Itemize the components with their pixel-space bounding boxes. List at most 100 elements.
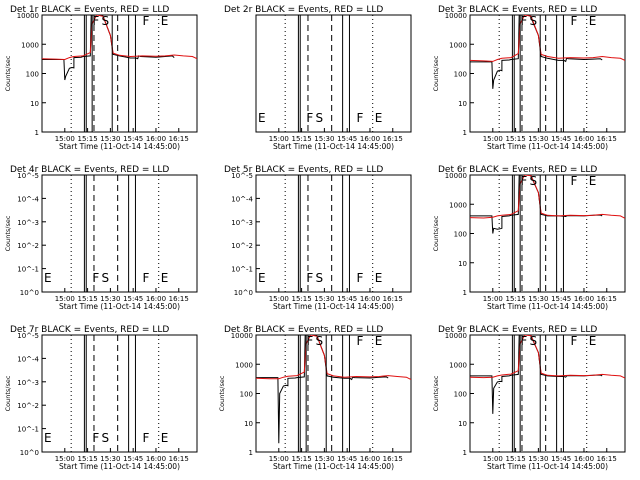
- x-tick-label: 15:00: [55, 135, 75, 143]
- event-marker-label: E: [161, 271, 169, 285]
- plot-frame: [469, 14, 626, 133]
- x-tick-label: 15:30: [100, 135, 120, 143]
- panel-title: Det 4r BLACK = Events, RED = LLD: [10, 165, 169, 175]
- event-marker-label: F: [92, 14, 99, 28]
- panel-det-8r: [255, 334, 412, 453]
- panel-det-6r: [469, 174, 626, 293]
- x-axis-label: Start Time (11-Oct-14 14:45:00): [59, 462, 180, 471]
- event-marker-label: S: [101, 271, 109, 285]
- y-tick-label: 1000: [449, 41, 467, 49]
- event-marker-label: F: [306, 111, 313, 125]
- y-axis-label: Counts/sec: [432, 375, 440, 411]
- event-marker-label: S: [529, 334, 537, 348]
- event-marker-label: S: [315, 111, 323, 125]
- panel-title: Det 1r BLACK = Events, RED = LLD: [10, 5, 169, 15]
- x-tick-label: 16:00: [146, 455, 166, 463]
- x-tick-label: 16:00: [146, 295, 166, 303]
- y-tick-label: 100: [240, 391, 253, 399]
- x-tick-label: 16:15: [383, 295, 403, 303]
- events-series-line: [256, 335, 389, 444]
- x-tick-label: 15:15: [77, 295, 97, 303]
- x-tick-label: 15:15: [291, 135, 311, 143]
- x-axis-label: Start Time (11-Oct-14 14:45:00): [59, 142, 180, 151]
- x-tick-label: 16:00: [574, 295, 594, 303]
- x-tick-label: 15:45: [551, 295, 571, 303]
- events-series-line: [470, 15, 603, 89]
- event-marker-label: F: [142, 14, 149, 28]
- event-marker-label: S: [101, 431, 109, 445]
- x-tick-label: 15:15: [77, 135, 97, 143]
- x-tick-label: 15:45: [123, 455, 143, 463]
- x-tick-label: 15:15: [77, 455, 97, 463]
- x-tick-label: 15:45: [123, 135, 143, 143]
- y-tick-label: 10^-4: [231, 195, 253, 203]
- panel-title: Det 2r BLACK = Events, RED = LLD: [224, 5, 383, 15]
- x-tick-label: 15:00: [483, 455, 503, 463]
- event-marker-label: S: [101, 14, 109, 28]
- x-tick-label: 15:30: [314, 455, 334, 463]
- event-marker-label: F: [306, 334, 313, 348]
- x-tick-label: 15:00: [269, 295, 289, 303]
- x-tick-label: 15:00: [55, 295, 75, 303]
- x-tick-label: 15:00: [483, 295, 503, 303]
- x-tick-label: 15:00: [269, 135, 289, 143]
- plot-frame: [41, 14, 198, 133]
- x-tick-label: 16:15: [169, 455, 189, 463]
- event-marker-label: F: [356, 271, 363, 285]
- event-marker-label: F: [142, 431, 149, 445]
- event-marker-label: F: [520, 174, 527, 188]
- event-marker-label: F: [92, 271, 99, 285]
- event-marker-label: S: [529, 174, 537, 188]
- lld-series-line: [256, 335, 411, 380]
- panel-title: Det 3r BLACK = Events, RED = LLD: [438, 5, 597, 15]
- plot-frame: [255, 14, 412, 133]
- event-marker-label: F: [570, 334, 577, 348]
- x-tick-label: 16:00: [360, 135, 380, 143]
- y-tick-label: 10^-5: [17, 172, 39, 180]
- y-tick-label: 10^-3: [17, 219, 39, 227]
- plot-frame: [255, 174, 412, 293]
- y-tick-label: 10^-2: [231, 242, 253, 250]
- x-axis-label: Start Time (11-Oct-14 14:45:00): [487, 302, 608, 311]
- lld-series-line: [470, 15, 625, 62]
- x-tick-label: 16:15: [169, 135, 189, 143]
- x-tick-label: 15:15: [505, 455, 525, 463]
- x-tick-label: 16:00: [360, 295, 380, 303]
- panel-title: Det 9r BLACK = Events, RED = LLD: [438, 325, 597, 335]
- x-tick-label: 16:00: [574, 135, 594, 143]
- x-axis-label: Start Time (11-Oct-14 14:45:00): [487, 142, 608, 151]
- event-marker-label: F: [570, 14, 577, 28]
- y-tick-label: 10000: [445, 332, 467, 340]
- y-tick-label: 10: [30, 100, 39, 108]
- y-tick-label: 10^-1: [17, 266, 39, 274]
- panel-det-9r: [469, 334, 626, 453]
- y-tick-label: 100: [454, 71, 467, 79]
- x-tick-label: 16:15: [597, 135, 617, 143]
- y-tick-label: 10: [458, 100, 467, 108]
- y-tick-label: 1: [35, 129, 39, 137]
- x-tick-label: 15:30: [100, 455, 120, 463]
- event-marker-label: E: [375, 271, 383, 285]
- x-axis-label: Start Time (11-Oct-14 14:45:00): [273, 142, 394, 151]
- y-tick-label: 10^-1: [231, 266, 253, 274]
- event-marker-label: E: [258, 111, 266, 125]
- event-marker-label: E: [589, 174, 597, 188]
- x-tick-label: 15:15: [291, 295, 311, 303]
- x-tick-label: 15:15: [505, 135, 525, 143]
- y-tick-label: 10^0: [20, 449, 39, 457]
- event-marker-label: F: [142, 271, 149, 285]
- y-tick-label: 1: [463, 129, 467, 137]
- y-tick-label: 1000: [449, 201, 467, 209]
- panel-det-1r: [41, 14, 198, 133]
- y-tick-label: 100: [26, 71, 39, 79]
- x-tick-label: 15:15: [505, 295, 525, 303]
- event-marker-label: F: [356, 111, 363, 125]
- x-tick-label: 16:00: [146, 135, 166, 143]
- y-tick-label: 10^-3: [231, 219, 253, 227]
- event-marker-label: F: [520, 14, 527, 28]
- event-marker-label: E: [258, 271, 266, 285]
- event-marker-label: E: [375, 334, 383, 348]
- panel-det-7r: [41, 334, 198, 453]
- event-marker-label: E: [161, 431, 169, 445]
- x-tick-label: 15:45: [337, 455, 357, 463]
